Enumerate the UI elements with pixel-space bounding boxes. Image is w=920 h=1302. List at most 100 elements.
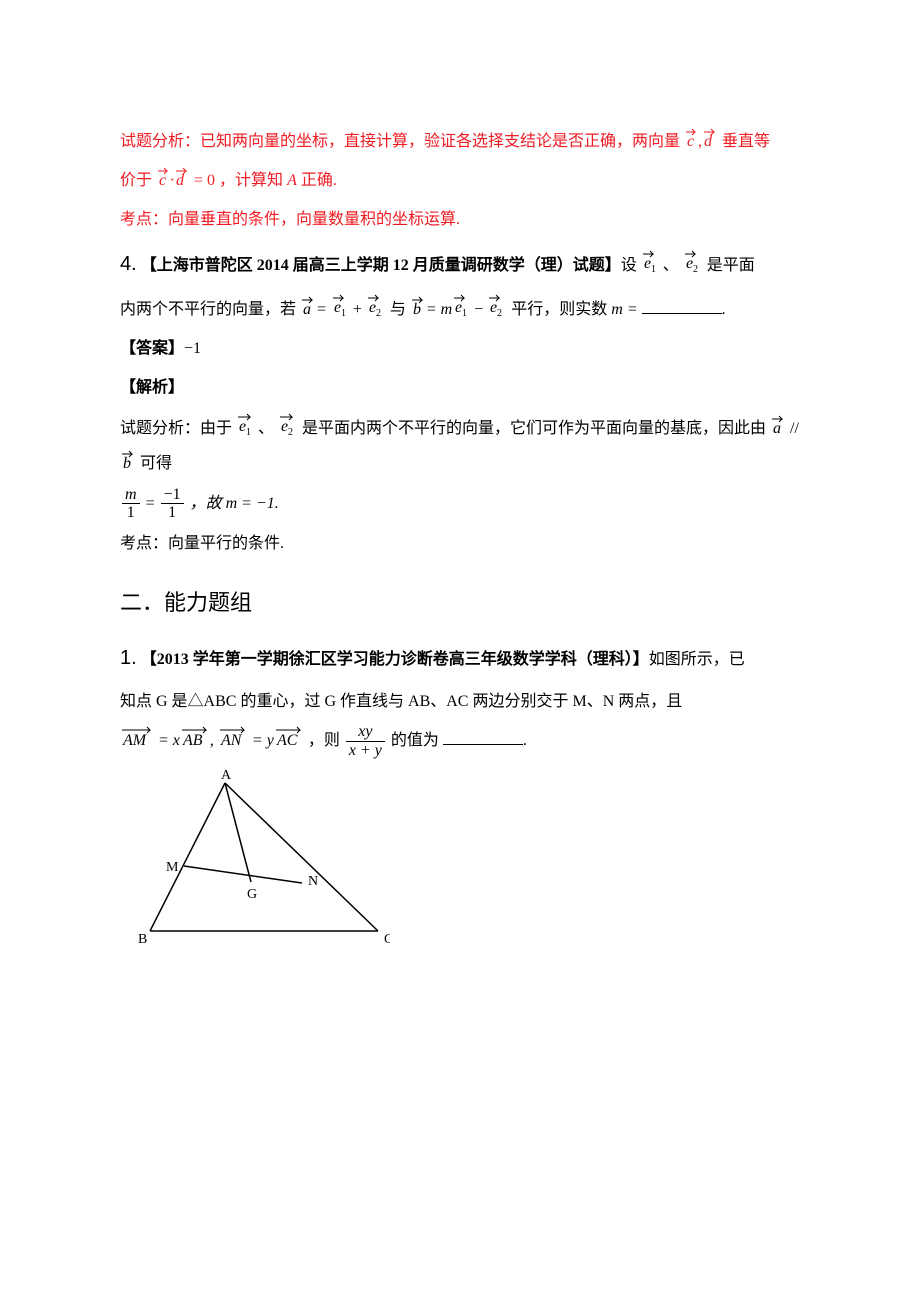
question-number: 4. (120, 242, 137, 286)
vector-AC: AC (274, 723, 304, 749)
text: 是平面内两个不平行的向量，它们可作为平面向量的基底，因此由 (302, 420, 770, 437)
text: ，计算知 (219, 172, 287, 189)
jiexi-line-2: m 1 = −1 1 ，故 m = −1. (120, 486, 800, 522)
eq-x: = x (154, 732, 180, 749)
vector-e2: e2 (278, 409, 298, 437)
svg-text:C: C (384, 932, 390, 947)
svg-text:d: d (176, 172, 185, 189)
frac-den: 1 (161, 503, 184, 522)
problem-4: 4. 【上海市普陀区 2014 届高三上学期 12 月质量调研数学（理）试题】设… (120, 242, 800, 286)
svg-text:AM: AM (122, 732, 148, 749)
text: 正确. (297, 172, 337, 189)
svg-text:c: c (687, 133, 694, 150)
vector-AN: AN (218, 723, 248, 749)
eq-y: = y (248, 732, 274, 749)
text: 与 (390, 301, 410, 318)
svg-text:AB: AB (182, 732, 203, 749)
fraction-left: m 1 (122, 486, 140, 522)
jiexi-line-1: 试题分析：由于 e1 、 e2 是平面内两个不平行的向量，它们可作为平面向量的基… (120, 409, 800, 481)
text: 内两个不平行的向量，若 (120, 301, 300, 318)
text: 、 (663, 257, 679, 274)
text: 是平面 (707, 257, 755, 274)
vector-b: b (120, 446, 136, 472)
text: ，则 (308, 732, 344, 749)
frac-num: −1 (161, 486, 184, 504)
section-heading: 二．能力题组 (120, 579, 800, 627)
svg-text:2: 2 (376, 308, 381, 318)
vector-c: c (684, 124, 698, 150)
text: 、 (258, 420, 274, 437)
blank-fill (443, 729, 523, 745)
text: ，故 m = −1. (190, 495, 279, 512)
text: 垂直等 (722, 133, 770, 150)
minus: − (470, 301, 487, 318)
frac-den: 1 (122, 503, 140, 522)
answer-A: A (287, 172, 297, 189)
m-eq: m = (611, 301, 637, 318)
svg-text:B: B (138, 932, 147, 947)
problem-1-line2: 知点 G 是△ABC 的重心，过 G 作直线与 AB、AC 两边分别交于 M、N… (120, 684, 800, 719)
svg-text:1: 1 (651, 264, 656, 274)
analysis-line-2: 价于 c·d = 0 ，计算知 A 正确. (120, 163, 800, 198)
problem-source: 【上海市普陀区 2014 届高三上学期 12 月质量调研数学（理）试题】 (141, 257, 621, 274)
text: 如图所示，已 (649, 651, 745, 668)
text: 试题分析：由于 (120, 420, 232, 437)
svg-text:A: A (221, 769, 232, 783)
svg-text:AN: AN (220, 732, 243, 749)
text: . (523, 732, 527, 749)
frac-num: m (122, 486, 140, 504)
eq: = (146, 495, 159, 512)
problem-1-line3: AM = xAB, AN = yAC ，则 xy x + y 的值为 . (120, 723, 800, 759)
svg-text:M: M (166, 860, 179, 875)
text: . (722, 301, 726, 318)
eq: = (316, 301, 331, 318)
jiexi-topic: 考点：向量平行的条件. (120, 526, 800, 561)
svg-text:a: a (303, 301, 311, 318)
svg-text:1: 1 (246, 427, 251, 437)
vector-e1: e1 (641, 246, 659, 274)
triangle-diagram: ABCMNG (130, 769, 800, 962)
vector-e1: e1 (331, 290, 349, 318)
problem-1: 1. 【2013 学年第一学期徐汇区学习能力诊断卷高三年级数学学科（理科）】如图… (120, 636, 800, 680)
fraction-xy: xy x + y (346, 723, 385, 759)
svg-text:N: N (308, 874, 318, 889)
svg-text:d: d (704, 133, 713, 150)
text: 可得 (140, 455, 172, 472)
svg-text:b: b (413, 301, 421, 318)
text: 的值为 (391, 732, 439, 749)
comma: , (210, 732, 218, 749)
plus: + (349, 301, 366, 318)
svg-text:c: c (159, 172, 166, 189)
svg-text:2: 2 (497, 308, 502, 318)
problem-source: 【2013 学年第一学期徐汇区学习能力诊断卷高三年级数学学科（理科）】 (141, 651, 649, 668)
vector-a: a (770, 411, 786, 437)
vector-AB: AB (180, 723, 210, 749)
text: 平行，则实数 (511, 301, 611, 318)
svg-text:1: 1 (341, 308, 346, 318)
vector-e2: e2 (683, 246, 703, 274)
analysis-line-1: 试题分析：已知两向量的坐标，直接计算，验证各选择支结论是否正确，两向量 c,d … (120, 124, 800, 159)
text: 设 (621, 257, 637, 274)
vector-AM: AM (120, 723, 154, 749)
vector-d: d (174, 163, 190, 189)
answer-label: 【答案】 (120, 340, 184, 357)
answer-value: −1 (184, 340, 201, 357)
vector-c: c (156, 163, 170, 189)
vector-e2: e2 (487, 290, 507, 318)
problem-4-line2: 内两个不平行的向量，若 a= e1 + e2 与 b= me1 − e2 平行，… (120, 290, 800, 327)
topic-line: 考点：向量垂直的条件，向量数量积的坐标运算. (120, 202, 800, 237)
vector-e2: e2 (366, 290, 386, 318)
vector-d: d (702, 124, 718, 150)
svg-text:2: 2 (288, 427, 293, 437)
svg-text:2: 2 (693, 264, 698, 274)
vector-e1: e1 (452, 290, 470, 318)
blank-fill (642, 298, 722, 314)
frac-num: xy (346, 723, 385, 741)
fraction-right: −1 1 (161, 486, 184, 522)
frac-den: x + y (346, 741, 385, 760)
eq-zero: = 0 (190, 172, 215, 189)
svg-text:a: a (773, 420, 781, 437)
parallel: // (786, 420, 799, 437)
eq-m: = m (426, 301, 452, 318)
text: 价于 (120, 172, 156, 189)
